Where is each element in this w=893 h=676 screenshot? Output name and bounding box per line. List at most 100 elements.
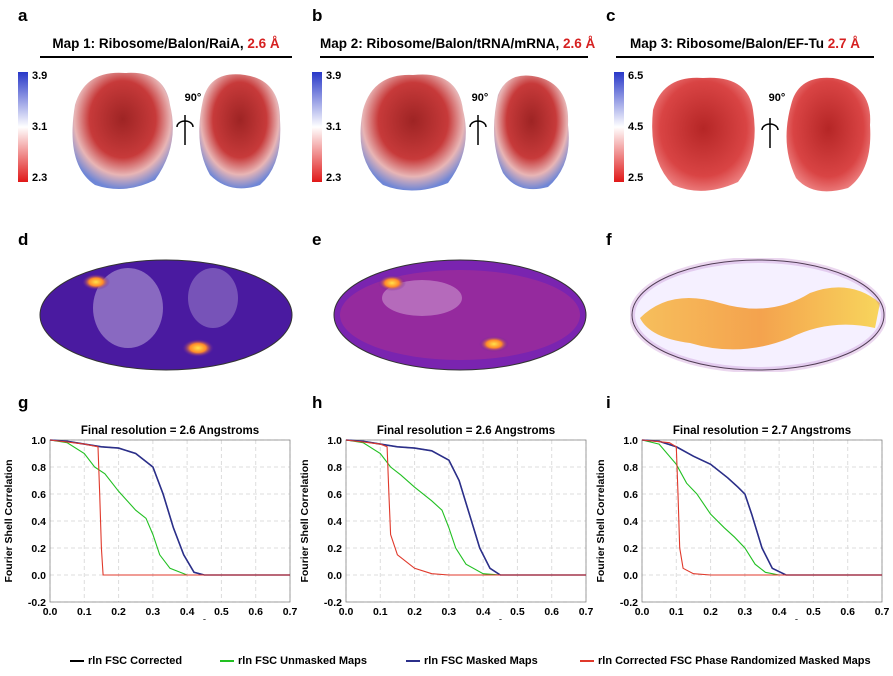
y-tick-label: 0.8	[327, 462, 342, 474]
y-tick-label: 0.0	[327, 570, 342, 582]
x-tick-label: 0.6	[248, 606, 263, 618]
x-tick-label: 0.3	[146, 606, 161, 618]
colorbar-3-max: 6.5	[628, 70, 644, 82]
colorbar-1-min: 2.3	[32, 172, 48, 184]
angular-distribution-map-1	[39, 259, 293, 371]
series-line-4	[641, 439, 882, 576]
chart-title: Final resolution = 2.6 Angstroms	[81, 425, 259, 437]
colorbar-2-min: 2.3	[326, 172, 342, 184]
y-tick-label: 0.4	[623, 516, 638, 528]
y-tick-label: 0.4	[327, 516, 342, 528]
map-3-resolution: 2.7 Å	[827, 36, 861, 51]
series-line-1	[345, 439, 586, 576]
series-line-3	[49, 439, 290, 576]
legend-swatch-unmasked	[220, 660, 234, 662]
y-tick-label: 1.0	[327, 435, 342, 447]
rotation-label-1: 90°	[184, 92, 202, 104]
panel-label-b: b	[312, 6, 323, 25]
legend-item-masked: rln FSC Masked Maps	[406, 655, 538, 667]
y-tick-label: -0.2	[28, 597, 46, 609]
legend-label-masked: rln FSC Masked Maps	[424, 655, 538, 667]
x-tick-label: 0.3	[442, 606, 457, 618]
map-2-title-text: Map 2: Ribosome/Balon/tRNA/mRNA,	[320, 36, 564, 51]
x-tick-label: 0.0	[635, 606, 650, 618]
x-tick-label: 0.2	[407, 606, 422, 618]
x-tick-label: 0.6	[840, 606, 855, 618]
legend-label-corrected: rln FSC Corrected	[88, 655, 183, 667]
panel-label-i: i	[606, 393, 611, 412]
y-axis-label: Fourier Shell Correlation	[3, 459, 15, 582]
legend-swatch-corrected	[70, 660, 84, 662]
x-tick-label: 0.7	[283, 606, 298, 618]
panel-label-a: a	[18, 6, 28, 25]
plot-area	[641, 439, 883, 603]
y-tick-label: 0.0	[623, 570, 638, 582]
legend-swatch-phase-randomized	[580, 660, 594, 662]
x-tick-label: 0.1	[373, 606, 388, 618]
chart-title: Final resolution = 2.7 Angstroms	[673, 425, 851, 437]
rotate-arrow-icon	[761, 118, 779, 148]
map-2-title: Map 2: Ribosome/Balon/tRNA/mRNA, 2.6 Å	[320, 36, 595, 58]
y-tick-label: 0.6	[623, 489, 638, 501]
legend-item-corrected: rln FSC Corrected	[70, 655, 182, 667]
legend-label-phase-randomized: rln Corrected FSC Phase Randomized Maske…	[598, 655, 871, 667]
series-line-4	[345, 439, 586, 576]
y-tick-label: 0.2	[327, 543, 342, 555]
x-tick-label: 0.7	[579, 606, 594, 618]
colorbar-1-mid: 3.1	[32, 121, 48, 133]
x-tick-label: 0.0	[339, 606, 354, 618]
plot-area	[49, 439, 291, 603]
x-tick-label: 0.5	[806, 606, 821, 618]
map-1-title-text: Map 1: Ribosome/Balon/RaiA,	[52, 36, 248, 51]
angular-distribution-map-3	[630, 258, 886, 372]
panel-label-h: h	[312, 393, 323, 412]
x-tick-label: 0.4	[476, 606, 491, 618]
ribosome-map-2-views	[360, 74, 569, 191]
y-tick-label: 0.2	[31, 543, 46, 555]
fsc-chart-map-3: Final resolution = 2.7 Angstroms 0.0 0.1 0.…	[595, 425, 889, 620]
legend-item-phase-randomized: rln Corrected FSC Phase Randomized Maske…	[580, 655, 871, 667]
colorbar-map-3	[614, 72, 624, 182]
map-1-resolution: 2.6 Å	[247, 36, 280, 51]
map-3-title-text: Map 3: Ribosome/Balon/EF-Tu	[629, 36, 828, 51]
series-line-2	[345, 439, 586, 576]
colorbar-2-mid: 3.1	[326, 121, 342, 133]
series-line-1	[49, 439, 290, 576]
y-tick-label: 0.2	[623, 543, 638, 555]
panel-label-c: c	[606, 6, 616, 25]
rotate-arrow-icon	[176, 115, 194, 145]
panel-label-d: d	[18, 230, 29, 249]
x-axis-label: Resolution (1/Å)	[424, 619, 509, 620]
panel-label-g: g	[18, 393, 29, 412]
y-tick-label: 0.8	[623, 462, 638, 474]
rotate-arrow-icon	[469, 115, 487, 145]
angular-distribution-map-2	[333, 259, 587, 371]
y-tick-label: 1.0	[31, 435, 46, 447]
x-tick-label: 0.6	[544, 606, 559, 618]
colorbar-2-max: 3.9	[326, 70, 342, 82]
y-axis-label: Fourier Shell Correlation	[595, 459, 607, 582]
fsc-chart-map-1: Final resolution = 2.6 Angstroms 0.0 0.1 0.…	[3, 425, 298, 620]
x-axis-label: Resolution (1/Å)	[720, 619, 805, 620]
legend-swatch-masked	[406, 660, 420, 662]
rotation-label-3: 90°	[768, 92, 786, 104]
y-tick-label: 1.0	[623, 435, 638, 447]
ribosome-side-view	[199, 74, 281, 189]
x-tick-label: 0.1	[669, 606, 684, 618]
y-tick-label: -0.2	[324, 597, 342, 609]
x-tick-label: 0.1	[77, 606, 92, 618]
legend-item-unmasked: rln FSC Unmasked Maps	[220, 655, 367, 667]
x-axis-label: Resolution (1/Å)	[128, 619, 213, 620]
colorbar-map-1	[18, 72, 28, 182]
x-tick-label: 0.2	[111, 606, 126, 618]
chart-title: Final resolution = 2.6 Angstroms	[377, 425, 555, 437]
x-tick-label: 0.5	[214, 606, 229, 618]
ribosome-front-view	[360, 74, 466, 191]
x-tick-label: 0.3	[738, 606, 753, 618]
rotation-label-2: 90°	[471, 92, 489, 104]
ribosome-side-view	[786, 77, 871, 192]
map-1-title: Map 1: Ribosome/Balon/RaiA, 2.6 Å	[40, 36, 292, 58]
map-3-title: Map 3: Ribosome/Balon/EF-Tu 2.7 Å	[616, 36, 874, 58]
ribosome-front-view	[72, 72, 173, 189]
map-2-resolution: 2.6 Å	[563, 36, 596, 51]
